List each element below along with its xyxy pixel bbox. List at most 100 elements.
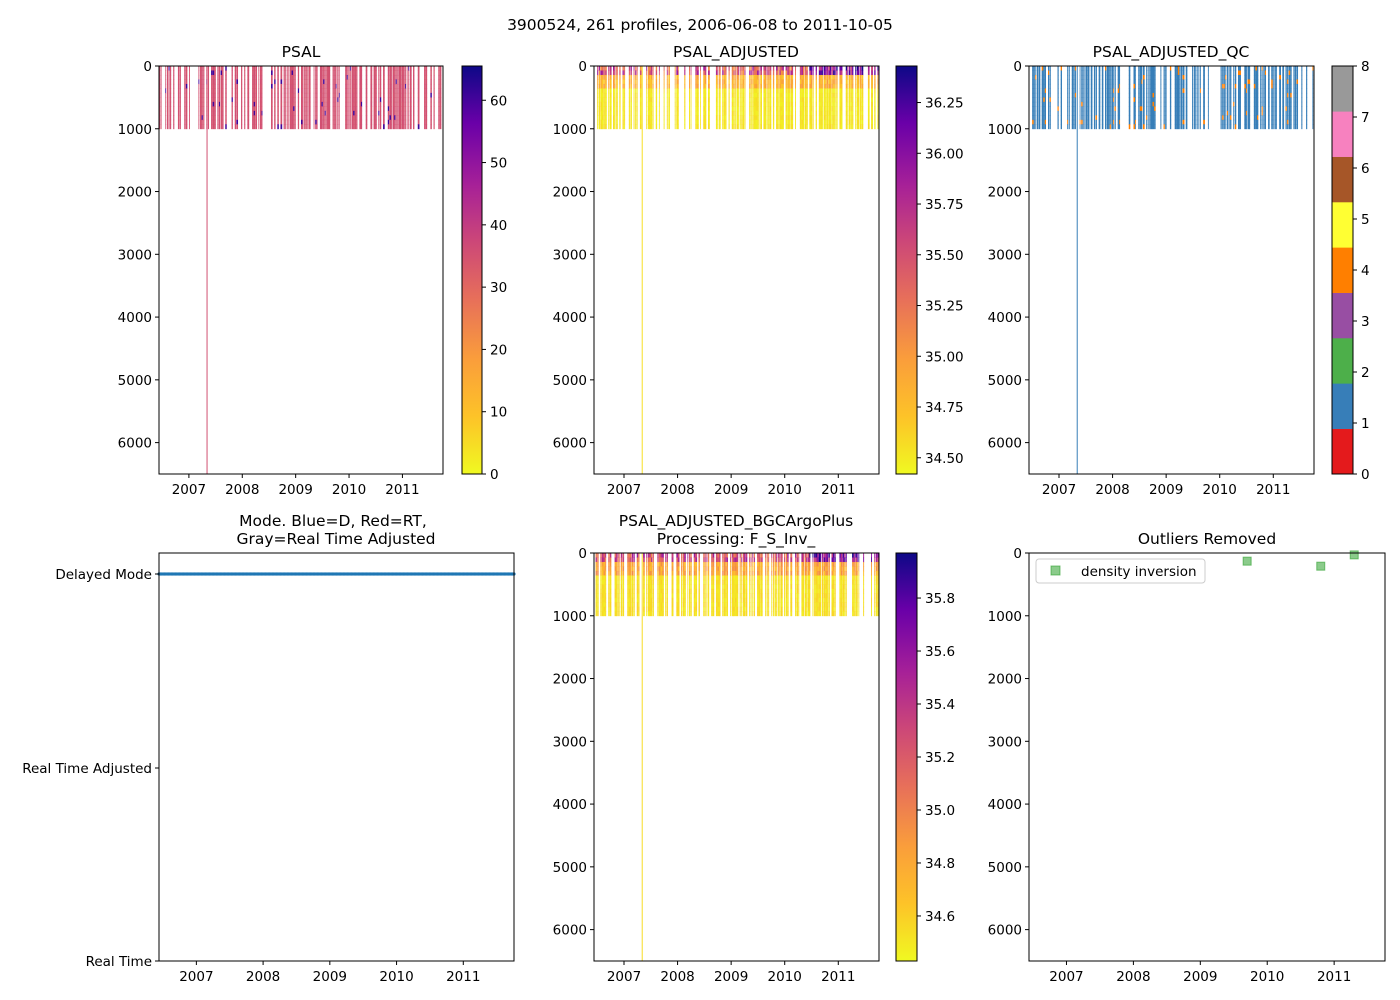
profile-cell [258,110,260,116]
profile-cell [633,115,635,121]
profile-cell [1139,79,1142,85]
profile-cell [294,97,296,103]
profile-cell [348,66,350,71]
profile-cell [1036,119,1039,125]
profile-cell [674,88,676,94]
profile-cell [356,74,358,80]
profile-cell [741,110,743,116]
profile-cell [779,119,782,125]
profile-cell [1290,97,1292,103]
profile-cell [752,70,754,76]
profile-cell [647,70,650,76]
profile-cell [177,115,180,121]
profile-cell [1049,79,1051,85]
profile-cell [1093,124,1096,130]
profile-cell [375,110,377,116]
profile-cell [1225,70,1227,76]
profile-cell [236,101,239,107]
profile-cell [433,70,435,76]
profile-cell [769,106,772,112]
profile-cell [848,119,851,125]
profile-cell [845,97,848,103]
profile-cell [1165,119,1167,125]
profile-cell [324,70,326,76]
profile-cell [293,97,295,103]
profile-cell [359,124,362,130]
profile-cell [750,66,752,71]
profile-cell [370,119,373,125]
profile-cell [214,79,216,85]
profile-cell [373,66,376,71]
profile-cell [1230,92,1232,98]
profile-cell [373,74,376,80]
profile-cell [818,79,821,85]
profile-cell [652,124,654,130]
profile-cell [1041,88,1044,94]
profile-cell [1257,115,1259,121]
profile-cell [1169,110,1172,116]
profile-cell [1255,106,1258,112]
profile-cell [647,92,650,98]
profile-cell [1203,119,1205,125]
profile-cell [616,106,618,112]
profile-cell [346,119,348,125]
profile-cell [1195,74,1197,80]
profile-cell [1084,74,1086,80]
profile-cell [815,70,817,76]
profile-cell [234,115,237,121]
profile-cell [1160,115,1162,121]
profile-cell [241,74,243,80]
profile-cell [1176,110,1179,116]
profile-cell [1196,115,1198,121]
profile-cell [652,79,654,85]
profile-cell [271,115,273,121]
profile-cell [1149,70,1151,76]
profile-cell [1133,110,1136,116]
profile-cell [289,83,292,89]
profile-cell [1154,101,1156,107]
profile-cell [332,115,334,121]
profile-cell [1207,124,1209,130]
profile-cell [704,110,707,116]
profile-cell [316,101,318,107]
profile-cell [1084,70,1086,76]
profile-cell [663,70,665,76]
profile-cell [1181,74,1183,80]
profile-cell [1044,88,1046,94]
profile-cell [1193,106,1195,112]
profile-cell [291,92,294,98]
profile-cell [803,88,805,94]
panel-psal-adjusted: PSAL_ADJUSTED 2007 2008 2009 2010 2011 01000… [553,43,964,498]
profile-cell [847,115,849,121]
profile-cell [334,97,336,103]
profile-cell [818,88,821,94]
profile-cell [658,97,660,103]
profile-cell [370,79,373,85]
profile-cell [1245,119,1247,125]
profile-cell [244,66,246,71]
profile-cell [1139,115,1142,121]
profile-cell [1101,70,1104,76]
profile-cell [293,110,295,116]
profile-cell [613,119,615,125]
profile-cell [1174,79,1177,85]
profile-cell [1067,110,1068,116]
profile-cell [597,106,599,112]
profile-cell [757,101,759,107]
profile-cell [405,92,407,98]
profile-cell [1071,83,1074,89]
profile-cell [1293,97,1295,103]
profile-cell [159,70,161,76]
profile-cell [750,88,752,94]
profile-cell [847,106,849,112]
profile-cell [1193,83,1195,89]
profile-cell [1044,115,1046,121]
profile-cell [1146,101,1148,107]
profile-cell [779,115,782,121]
profile-cell [763,106,766,112]
profile-cell [365,70,368,76]
profile-cell [806,106,808,112]
profile-cell [1163,115,1165,121]
profile-cell [1253,110,1256,116]
profile-cell [733,70,735,76]
